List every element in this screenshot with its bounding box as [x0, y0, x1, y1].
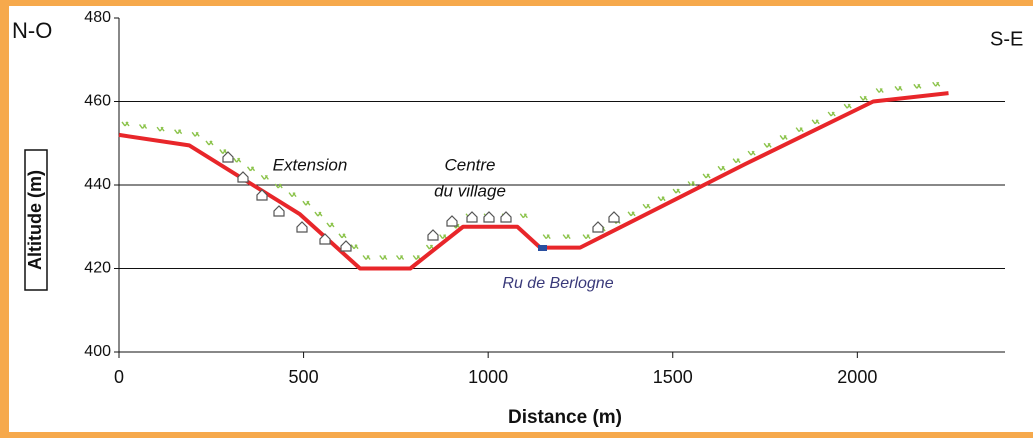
annotation: Ru de Berlogne — [502, 275, 613, 292]
annotation: du village — [434, 181, 506, 200]
x-tick-label: 2000 — [837, 367, 877, 387]
river — [538, 245, 547, 251]
corner-label: N-O — [12, 18, 52, 43]
y-tick-label: 480 — [84, 9, 111, 26]
y-tick-label: 440 — [84, 176, 111, 193]
x-tick-label: 1500 — [653, 367, 693, 387]
x-tick-label: 500 — [289, 367, 319, 387]
y-tick-label: 420 — [84, 260, 111, 277]
y-tick-label: 400 — [84, 343, 111, 360]
y-tick-label: 460 — [84, 93, 111, 110]
y-axis-label: Altitude (m) — [25, 170, 45, 270]
x-axis-label: Distance (m) — [508, 407, 622, 428]
corner-label: S-E — [990, 28, 1023, 50]
annotation: Extension — [273, 155, 348, 174]
panel — [9, 6, 1033, 432]
x-tick-label: 0 — [114, 367, 124, 387]
annotation: Centre — [444, 155, 495, 174]
chart: N-O S-E Distance (m) Altitude (m) Extens… — [0, 0, 1033, 438]
x-tick-label: 1000 — [468, 367, 508, 387]
